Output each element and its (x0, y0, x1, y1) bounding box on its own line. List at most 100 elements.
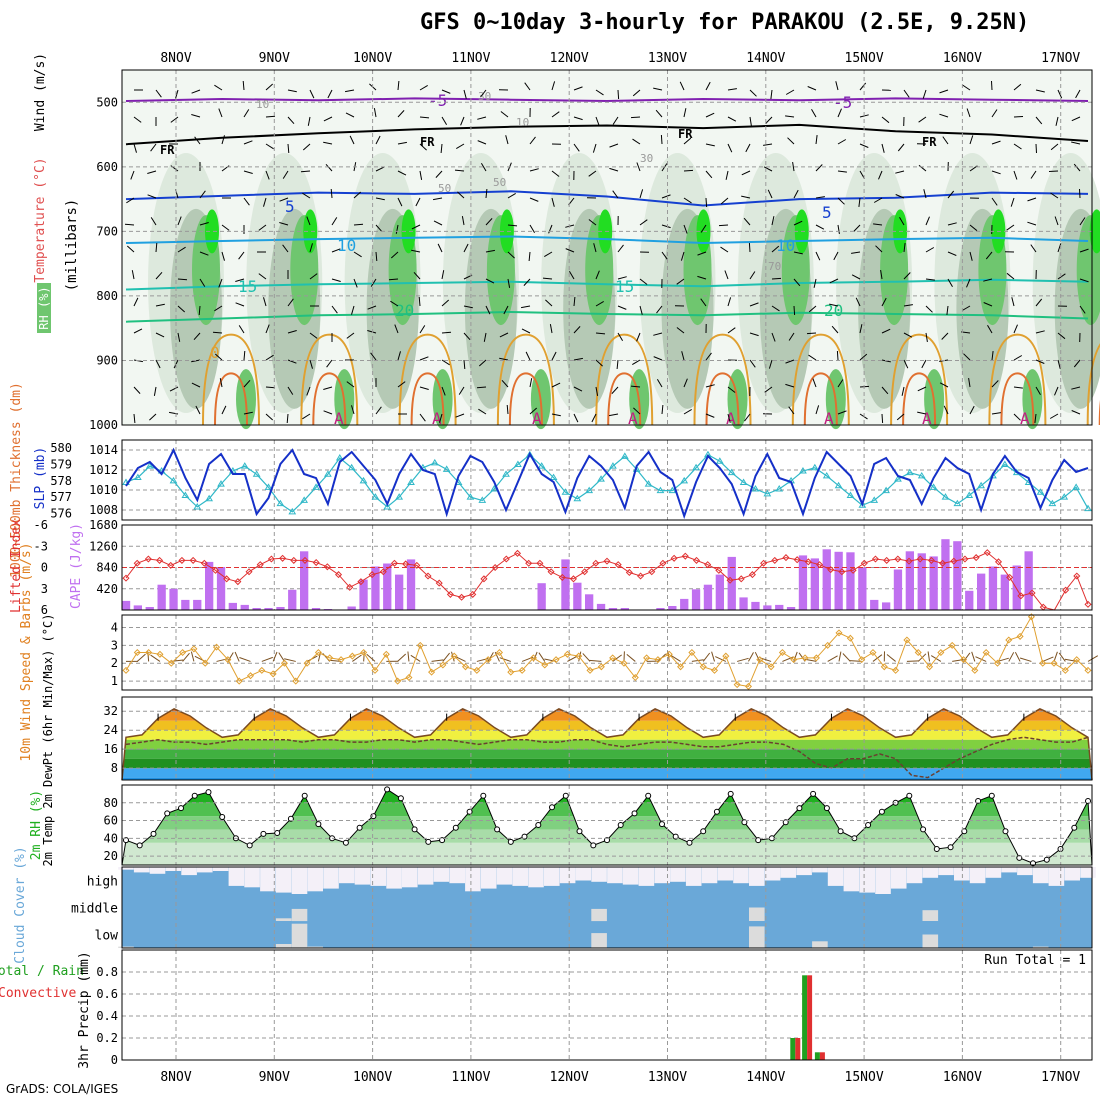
cape-tick-label: 1680 (89, 518, 118, 532)
cape-bar (229, 603, 237, 610)
cape-bar (858, 568, 866, 611)
cloud-clear-bar (954, 867, 970, 881)
pressure-tick-label: 500 (96, 95, 118, 109)
precip-tick-label: 0.2 (96, 1031, 118, 1045)
precip-convective-bar (795, 1038, 800, 1060)
isotherm-label: 15 (615, 277, 634, 296)
thickness-tick-label: 580 (50, 441, 72, 455)
cloud-bar (923, 935, 939, 949)
isotherm-label: 10 (337, 236, 356, 255)
cloud-clear-bar (828, 867, 844, 886)
date-label-top: 13NOV (648, 51, 687, 66)
rh2m-point (453, 825, 458, 830)
rh-contour-label: 10 (516, 116, 529, 129)
date-label-bottom: 10NOV (353, 1070, 392, 1085)
temp-band (122, 749, 1092, 758)
cape-bar (882, 602, 890, 610)
date-label-bottom: 13NOV (648, 1070, 687, 1085)
temp-band (122, 721, 1092, 730)
cape-bar (1025, 551, 1033, 610)
cape-bar (739, 597, 747, 610)
cape-bar (799, 555, 807, 610)
cloud-clear-bar (560, 867, 576, 883)
temp-band (122, 768, 1092, 777)
wind-barb (1049, 171, 1058, 172)
thickness-tick-label: 578 (50, 474, 72, 488)
wind10-tick-label: 1 (111, 674, 118, 688)
cape-bar (134, 605, 142, 610)
cloud-clear-bar (749, 867, 765, 886)
isotherm-label: FR (922, 135, 937, 149)
cloud-clear-bar (859, 867, 875, 893)
date-label-bottom: 15NOV (845, 1070, 884, 1085)
cape-bar (193, 600, 201, 610)
cloud-clear-bar (339, 867, 355, 883)
wind10-tick-label: 3 (111, 638, 118, 652)
rh-contour-label: 50 (493, 176, 506, 189)
precip-tick-label: 0 (111, 1053, 118, 1067)
isotherm-label: 5 (285, 197, 295, 216)
date-label-bottom: 12NOV (550, 1070, 589, 1085)
cape-bar (763, 605, 771, 610)
temp-bands (122, 692, 1092, 787)
cape-bar (953, 541, 961, 610)
cape-bar (823, 549, 831, 610)
wind10-tick-label: 4 (111, 621, 118, 635)
cape-bar (668, 606, 676, 610)
slp-tick-label: 1008 (89, 503, 118, 517)
rh2m-point (797, 806, 802, 811)
pressure-tick-label: 600 (96, 160, 118, 174)
rh2m-point (316, 822, 321, 827)
temp-tick-label: 8 (111, 761, 118, 775)
cloud-clear-bar (481, 867, 497, 889)
isotherm-label: 5 (822, 203, 832, 222)
ylabel-slp: SLP (mb) (33, 447, 48, 510)
cloud-clear-bar (623, 867, 639, 885)
cloud-clear-bar (528, 867, 544, 887)
cloud-clear-bar (544, 867, 560, 886)
rh2m-point (137, 843, 142, 848)
slp-bg (122, 440, 1092, 520)
cape-bar (692, 589, 700, 610)
cape-bar (835, 552, 843, 610)
wind-barb (706, 198, 707, 207)
cape-bar (122, 601, 130, 610)
slp-tick-label: 1012 (89, 463, 118, 477)
date-label-bottom: 9NOV (259, 1070, 290, 1085)
rh2m-point (563, 793, 568, 798)
cape-bar (585, 594, 593, 610)
wind-barb (661, 135, 662, 144)
rh2m-point (907, 793, 912, 798)
rh2m-point (714, 809, 719, 814)
rh2m-point (824, 806, 829, 811)
cape-bar (1013, 566, 1021, 611)
temp-band (122, 730, 1092, 739)
cape-bar (158, 585, 166, 610)
cloud-clear-bar (181, 867, 197, 875)
cloud-clear-bar (923, 867, 939, 878)
cloud-clear-bar (970, 867, 986, 883)
cloud-bar (923, 910, 939, 921)
cloud-clear-bar (796, 867, 812, 875)
rh2m-point (1003, 829, 1008, 834)
rh2m-point (646, 793, 651, 798)
cloud-clear-bar (938, 867, 954, 875)
date-label-top: 12NOV (550, 51, 589, 66)
isotherm-label: -5 (428, 91, 447, 110)
cloud-clear-bar (1049, 867, 1065, 886)
isotherm-label: 0 (210, 343, 220, 362)
cloud-bar (292, 924, 308, 948)
wind-barb (772, 278, 781, 279)
precip-legend-convective: Convective (0, 986, 76, 1001)
cloud-clear-bar (449, 867, 465, 883)
precip-total-bar (802, 975, 807, 1060)
rh2m-point (660, 822, 665, 827)
cape-bar (395, 575, 403, 610)
cloud-level-label: middle (71, 902, 118, 917)
rh2m-point (591, 843, 596, 848)
chart-title: GFS 0~10day 3-hourly for PARAKOU (2.5E, … (420, 10, 1029, 35)
rh2m-point (838, 829, 843, 834)
rh-contour-label: 10 (256, 98, 269, 111)
date-label-top: 11NOV (451, 51, 490, 66)
